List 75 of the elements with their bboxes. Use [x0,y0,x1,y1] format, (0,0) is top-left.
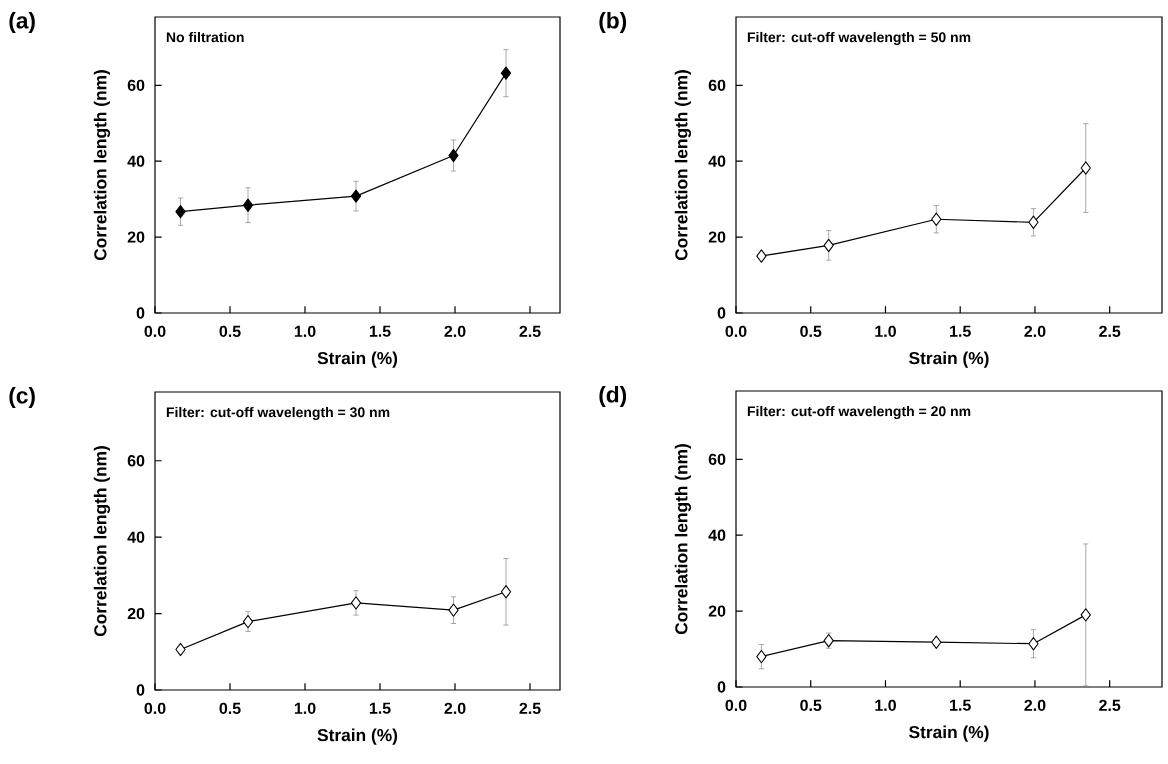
point [1080,161,1091,175]
y-tick-label: 0 [717,681,726,693]
x-tick-label: 0.0 [144,702,166,715]
x-axis-title: Strain (%) [317,351,398,368]
y-tick-label: 40 [127,531,145,543]
point [931,212,942,226]
point [1080,608,1091,622]
point [1028,637,1039,651]
y-axis-title: Correlation length (nm) [93,446,111,637]
annotation: Filter: cut-off wavelength = 30 nm [166,406,390,421]
x-tick-label: 0.0 [725,325,747,338]
x-tick-label: 1.5 [369,702,391,714]
x-tick-label: 1.5 [950,699,971,711]
x-tick-label: 1.5 [369,325,391,337]
x-tick-label: 1.0 [875,325,896,338]
point [448,148,459,163]
x-axis-title: Strain (%) [317,728,398,745]
x-tick-label: 0.0 [144,325,166,338]
point [1028,215,1039,229]
y-tick-label: 0 [136,307,145,319]
x-tick-label: 2.0 [444,325,466,338]
x-axis-title: Strain (%) [909,725,989,742]
y-axis-title: Correlation length (nm) [674,444,692,635]
point [448,603,459,617]
point [242,198,254,212]
point [756,649,767,664]
x-tick-label: 1.0 [875,699,896,712]
x-tick-label: 2.5 [1099,699,1121,712]
x-tick-label: 0.5 [219,325,241,338]
y-tick-label: 20 [127,231,145,243]
text: (b) [599,11,627,34]
text: (d) [599,385,627,408]
y-tick-label: 60 [127,79,145,91]
y-tick-label: 0 [717,307,726,319]
y-axis-title: Correlation length (nm) [674,70,692,261]
annotation: Filter: cut-off wavelength = 20 nm [747,405,971,420]
point [175,204,186,219]
y-tick-label: 40 [127,155,145,167]
point [756,249,767,263]
x-tick-label: 1.5 [950,325,971,337]
x-tick-label: 1.0 [294,702,316,715]
annotation: Filter: cut-off wavelength = 50 nm [747,31,971,46]
x-tick-label: 2.0 [1024,325,1046,338]
point [350,596,362,610]
point [175,642,186,657]
x-tick-label: 2.5 [1099,325,1121,338]
x-tick-label: 2.5 [519,702,541,715]
x-tick-label: 2.5 [519,325,541,338]
point [500,66,512,80]
y-tick-label: 60 [708,453,726,465]
text: (a) [9,11,35,34]
point [500,585,512,599]
y-tick-label: 20 [127,607,145,620]
y-axis-title: Correlation length (nm) [93,70,111,261]
y-tick-label: 60 [708,79,726,91]
y-tick-label: 0 [136,684,145,696]
x-tick-label: 0.5 [800,699,822,712]
y-tick-label: 60 [127,455,145,467]
x-tick-label: 0.5 [219,702,241,715]
x-tick-label: 2.0 [444,702,466,715]
text: (c) [9,386,35,409]
x-axis-title: Strain (%) [909,351,989,368]
point [242,614,254,629]
x-tick-label: 1.0 [294,325,316,338]
y-tick-label: 20 [708,605,726,617]
x-tick-label: 0.5 [800,325,822,338]
x-tick-label: 0.0 [725,699,747,712]
annotation: No filtration [166,31,244,43]
point [823,238,834,253]
point [350,189,362,203]
x-tick-label: 2.0 [1024,699,1046,712]
y-tick-label: 20 [708,231,726,243]
y-tick-label: 40 [708,155,726,167]
y-tick-label: 40 [708,529,726,541]
point [931,635,942,649]
